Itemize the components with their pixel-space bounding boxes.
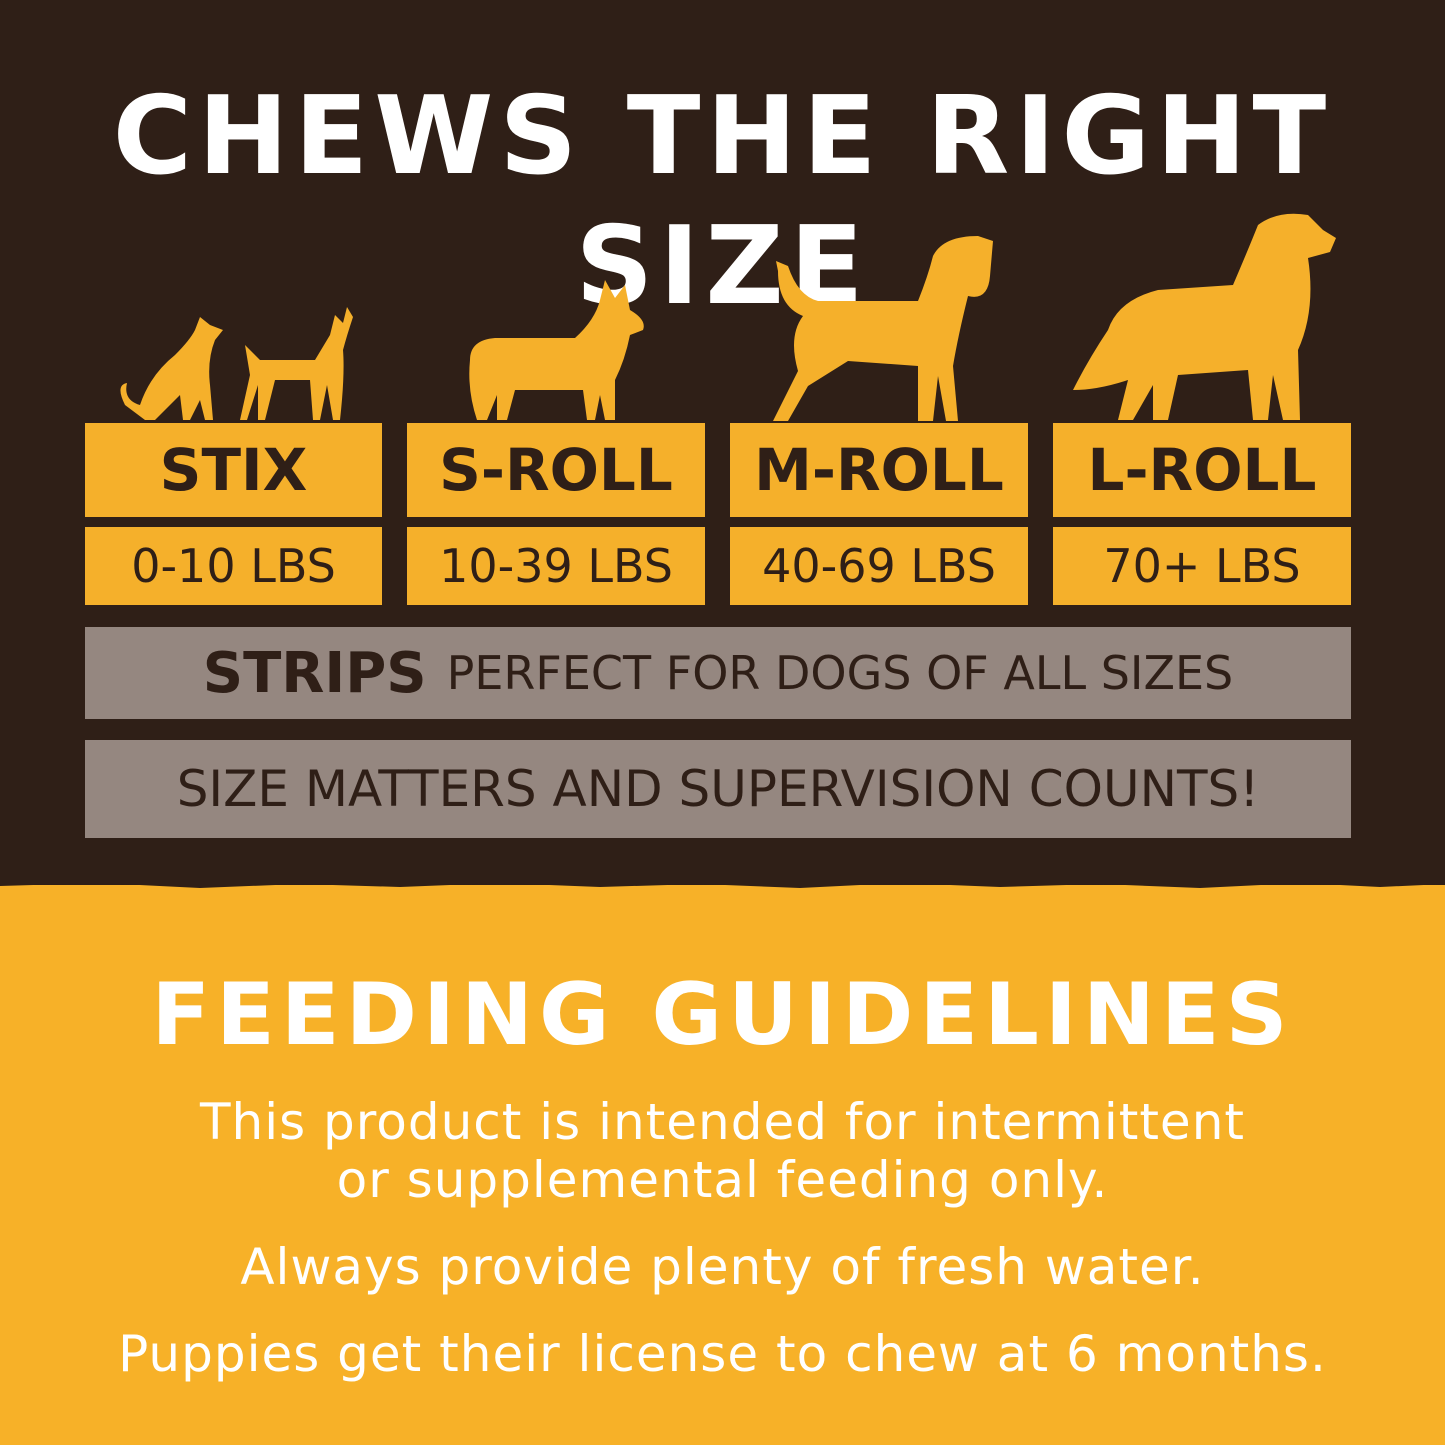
strips-label: STRIPS	[202, 640, 427, 706]
size-name-m-roll: M-ROLL	[730, 423, 1028, 517]
feeding-line: Always provide plenty of fresh water.	[240, 1238, 1205, 1296]
strips-text: PERFECT FOR DOGS OF ALL SIZES	[446, 646, 1234, 700]
cat-and-small-dog-silhouette-icon	[120, 307, 353, 420]
size-name-s-roll: S-ROLL	[407, 423, 705, 517]
large-dog-silhouette-icon	[1073, 213, 1336, 420]
feeding-line: This product is intended for intermitten…	[199, 1093, 1245, 1151]
size-name-l-roll: L-ROLL	[1053, 423, 1351, 517]
weight-m-roll: 40-69 LBS	[730, 527, 1028, 605]
page-title: CHEWS THE RIGHT SIZE	[112, 74, 1333, 329]
feeding-line: Puppies get their license to chew at 6 m…	[118, 1325, 1327, 1383]
torn-edge	[0, 878, 1445, 888]
weight-l-roll: 70+ LBS	[1053, 527, 1351, 605]
weight-s-roll: 10-39 LBS	[407, 527, 705, 605]
feeding-line: or supplemental feeding only.	[336, 1151, 1109, 1209]
weight-stix: 0-10 LBS	[85, 527, 382, 605]
strips-banner: STRIPS PERFECT FOR DOGS OF ALL SIZES	[85, 627, 1351, 719]
feeding-title: FEEDING GUIDELINES	[151, 965, 1294, 1065]
medium-dog-silhouette-icon	[773, 236, 993, 421]
size-name-stix: STIX	[85, 423, 382, 517]
notice-banner: SIZE MATTERS AND SUPERVISION COUNTS!	[85, 740, 1351, 838]
corgi-silhouette-icon	[469, 280, 644, 420]
